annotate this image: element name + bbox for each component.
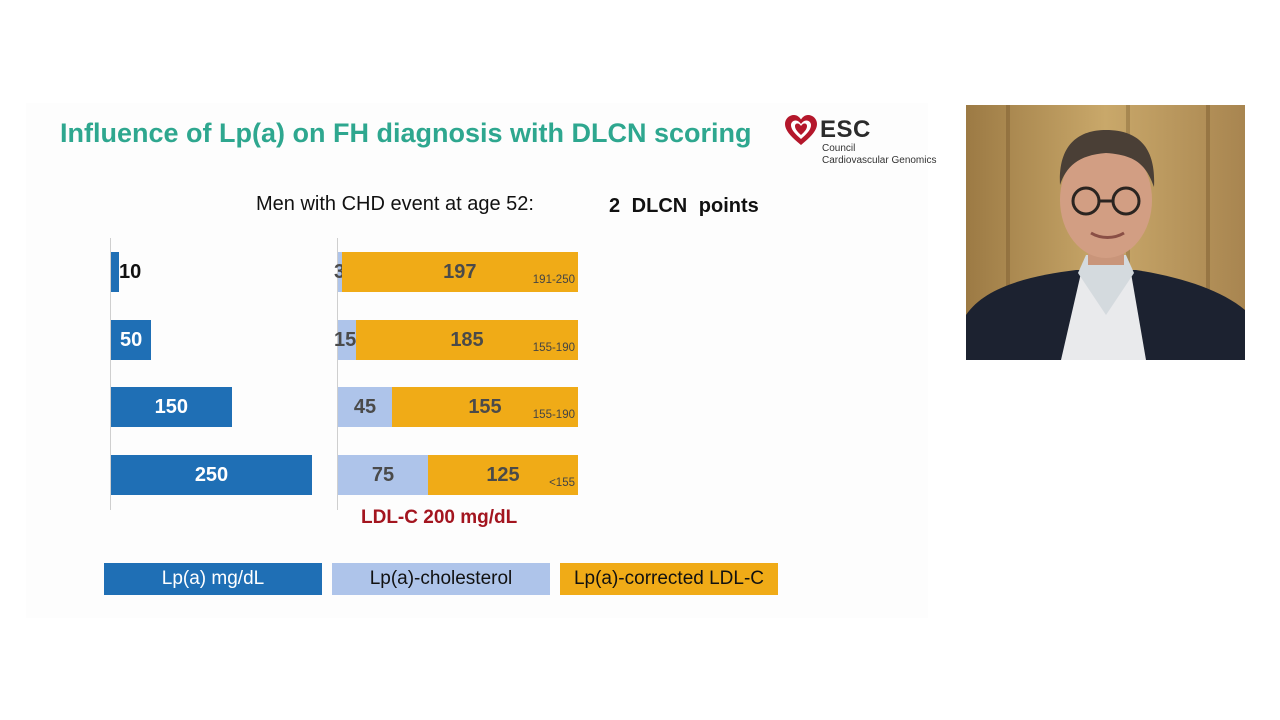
lp-a-bar (111, 387, 232, 427)
slide-subtitle: Men with CHD event at age 52: (256, 193, 534, 215)
esc-logo-genomics: Cardiovascular Genomics (822, 155, 937, 166)
ldl-range-label: 155-190 (532, 409, 575, 421)
corrected-ldl-bar (392, 387, 578, 427)
lp-a-value-label: 150 (154, 396, 188, 418)
slide-title: Influence of Lp(a) on FH diagnosis with … (60, 118, 752, 148)
lp-a-chol-bar (338, 252, 342, 292)
corrected-ldl-value-label: 125 (486, 464, 520, 486)
legend-lp-a-cholesterol: Lp(a)-cholesterol (332, 563, 550, 595)
lp-a-chol-value-label: 3 (334, 261, 346, 283)
lp-a-value-label: 10 (119, 261, 142, 283)
ldl-range-label: 155-190 (532, 342, 575, 354)
lp-a-value-label: 250 (194, 464, 229, 486)
legend-lp-a: Lp(a) mg/dL (104, 563, 322, 595)
lp-a-chol-value-label: 45 (353, 396, 377, 418)
dlcn-points-label: 2 DLCN points (609, 195, 759, 217)
presenter-video[interactable] (966, 105, 1245, 360)
ldl-range-label: 191-250 (532, 274, 575, 286)
lp-a-bar (111, 252, 120, 292)
lp-a-value-label: 50 (119, 329, 143, 351)
ldl-range-label: <155 (549, 477, 575, 489)
legend-corrected-ldl: Lp(a)-corrected LDL-C (560, 563, 778, 595)
esc-heart-icon (785, 115, 817, 145)
lp-a-chol-bar (338, 387, 392, 427)
esc-logo-council: Council (822, 143, 856, 154)
corrected-ldl-bar (428, 455, 578, 495)
corrected-ldl-value-label: 155 (468, 396, 502, 418)
lp-a-chol-value-label: 15 (334, 329, 357, 351)
ldl-c-total-label: LDL-C 200 mg/dL (361, 507, 518, 528)
lp-a-chol-value-label: 75 (371, 464, 395, 486)
corrected-ldl-value-label: 197 (443, 261, 477, 283)
corrected-ldl-bar (341, 252, 578, 292)
corrected-ldl-bar (356, 320, 578, 360)
esc-logo-text: ESC (820, 116, 871, 143)
corrected-ldl-value-label: 185 (450, 329, 484, 351)
presenter-video-icon (966, 105, 1245, 360)
lp-a-axis (110, 238, 111, 510)
ldl-axis (337, 238, 338, 510)
presentation-slide (26, 103, 928, 618)
lp-a-bar (111, 455, 312, 495)
lp-a-bar (111, 320, 152, 360)
lp-a-chol-bar (338, 455, 428, 495)
esc-logo: ESC Council Cardiovascular Genomics (784, 114, 937, 170)
lp-a-chol-bar (338, 320, 356, 360)
